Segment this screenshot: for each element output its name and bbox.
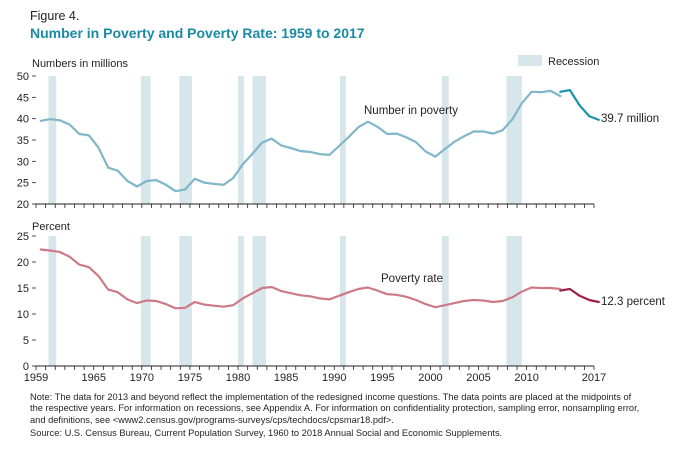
- top-axis-label: Numbers in millions: [32, 58, 128, 70]
- poverty-chart: 20 25 30 35 40 45 50 0 5 10 15 20 25 1959 1965 1970 1975…: [17, 55, 666, 384]
- y-tick-label: 15: [17, 283, 29, 295]
- y-tick-label: 25: [17, 231, 29, 243]
- figure-note: Note: The data for 2013 and beyond refle…: [30, 392, 640, 425]
- x-tick-label: 1975: [178, 372, 202, 384]
- y-tick-label: 40: [17, 114, 29, 126]
- recession-band: [340, 76, 346, 204]
- recession-band: [506, 76, 522, 204]
- recession-band: [48, 76, 57, 204]
- series-lines: [39, 88, 600, 310]
- recession-band: [340, 236, 346, 366]
- recession-shading: [48, 76, 522, 366]
- x-tick-label: 1990: [322, 372, 346, 384]
- number-end-label: 39.7 million: [601, 113, 659, 125]
- x-tick-label: 2000: [418, 372, 442, 384]
- figure-label: Figure 4.: [30, 9, 80, 23]
- x-tick-label: 1985: [274, 372, 298, 384]
- y-tick-label: 30: [17, 156, 29, 168]
- y-tick-label: 5: [23, 335, 29, 347]
- recession-band: [506, 236, 522, 366]
- x-tick-label: 1970: [130, 372, 154, 384]
- y-tick-label: 20: [17, 199, 29, 211]
- x-tick-label: 2010: [514, 372, 538, 384]
- y-tick-label: 20: [17, 257, 29, 269]
- recession-band: [179, 236, 192, 366]
- y-tick-label: 25: [17, 178, 29, 190]
- figure-title: Number in Poverty and Poverty Rate: 1959…: [30, 25, 365, 41]
- rate-end-label: 12.3 percent: [601, 296, 666, 308]
- legend-recession-swatch: [518, 55, 542, 66]
- recession-band: [140, 76, 151, 204]
- bottom-axis-label: Percent: [32, 221, 70, 233]
- x-tick-label: 1959: [24, 372, 48, 384]
- x-tick-label: 2005: [466, 372, 490, 384]
- legend-recession-label: Recession: [548, 56, 599, 68]
- poverty-rate-label: Poverty rate: [381, 273, 443, 285]
- y-tick-label: 45: [17, 92, 29, 104]
- poverty-rate-line: [39, 248, 562, 310]
- recession-band: [252, 236, 266, 366]
- figure-source: Source: U.S. Census Bureau, Current Popu…: [30, 428, 503, 438]
- recession-band: [441, 76, 449, 204]
- x-tick-label: 2017: [582, 372, 606, 384]
- chart-labels: Recession Numbers in millions Percent Nu…: [32, 55, 666, 308]
- axes: 20 25 30 35 40 45 50 0 5 10 15 20 25 1959 1965 1970 1975…: [17, 71, 606, 384]
- recession-band: [48, 236, 57, 366]
- recession-band: [441, 236, 449, 366]
- y-tick-label: 0: [23, 361, 29, 373]
- number-in-poverty-redesign-line: [559, 88, 600, 122]
- x-tick-label: 1995: [370, 372, 394, 384]
- y-tick-label: 35: [17, 135, 29, 147]
- number-in-poverty-label: Number in poverty: [364, 105, 458, 117]
- y-tick-label: 50: [17, 71, 29, 83]
- number-in-poverty-line: [39, 89, 562, 193]
- x-tick-label: 1980: [226, 372, 250, 384]
- recession-band: [238, 76, 244, 204]
- y-tick-label: 10: [17, 309, 29, 321]
- poverty-rate-redesign-line: [559, 287, 600, 304]
- x-tick-label: 1965: [81, 372, 105, 384]
- recession-band: [179, 76, 192, 204]
- recession-band: [252, 76, 266, 204]
